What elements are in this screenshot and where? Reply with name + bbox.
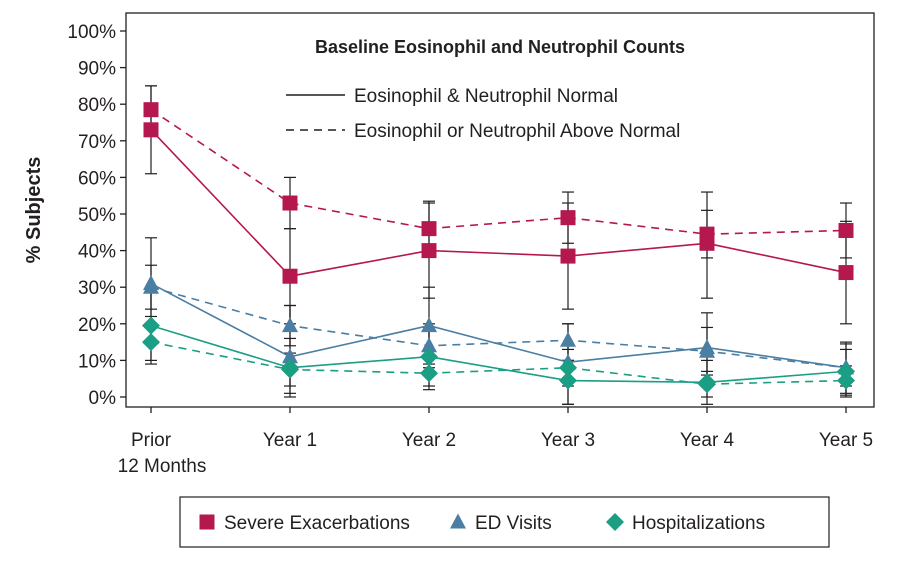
y-tick-label: 90%: [78, 59, 116, 80]
data-point: [837, 362, 855, 381]
y-tick-label: 10%: [78, 351, 116, 372]
x-tick-label: Year 4: [680, 430, 735, 451]
data-point: [838, 265, 854, 281]
y-tick-label: 0%: [89, 388, 117, 409]
data-point: [281, 360, 299, 379]
data-point: [282, 317, 298, 333]
series-line: [150, 286, 847, 369]
y-tick-label: 30%: [78, 278, 116, 299]
y-tick-label: 80%: [78, 95, 116, 116]
data-point: [421, 243, 437, 259]
data-point: [420, 347, 438, 366]
data-point: [143, 122, 159, 138]
data-point: [143, 102, 159, 118]
legend-label: Severe Exacerbations: [224, 513, 410, 534]
data-point: [559, 371, 577, 390]
data-point: [699, 226, 715, 242]
legend-marker: [450, 513, 466, 529]
marker-legend-frame: [179, 496, 830, 548]
y-tick-label: 20%: [78, 315, 116, 336]
y-tick-label: 50%: [78, 205, 116, 226]
x-tick-label: Year 5: [819, 430, 873, 451]
data-point: [559, 358, 577, 377]
line-style-legend: Eosinophil & Neutrophil Normal Eosinophil…: [286, 86, 680, 142]
data-point: [282, 348, 298, 364]
data-point: [698, 375, 716, 394]
series-line: [150, 341, 847, 385]
legend-label: ED Visits: [475, 513, 552, 534]
y-tick-label: 70%: [78, 132, 116, 153]
data-point: [699, 342, 715, 358]
x-axis: Prior 12 Months Year 1 Year 2 Year 3 Year 4 Ye…: [118, 407, 873, 477]
series-line: [150, 324, 847, 384]
x-tick-label: Prior 12 Months: [118, 430, 207, 477]
x-tick-label: Year 1: [263, 430, 317, 451]
data-point: [837, 371, 855, 390]
data-point: [560, 210, 576, 226]
data-point: [142, 333, 160, 352]
data-point: [560, 331, 576, 347]
data-point: [421, 317, 437, 333]
data-point: [421, 337, 437, 353]
data-point: [838, 222, 854, 238]
data-point: [282, 268, 298, 284]
y-axis: 0% 10% 20% 30% 40% 50% 60% 70% 80% 90% 100%: [67, 22, 126, 409]
data-point: [560, 248, 576, 264]
y-axis-label: % Subjects: [23, 157, 45, 264]
chart-title: Baseline Eosinophil and Neutrophil Count…: [315, 37, 685, 57]
series-line: [150, 282, 847, 369]
series-line: [150, 109, 847, 235]
data-point: [143, 278, 159, 294]
data-point: [420, 364, 438, 383]
y-tick-label: 100%: [67, 22, 116, 43]
plot-frame: [125, 12, 875, 408]
x-tick-label: Year 3: [541, 430, 595, 451]
x-tick-label: Year 2: [402, 430, 456, 451]
legend-label: Hospitalizations: [632, 513, 765, 534]
data-point: [142, 316, 160, 335]
series-layer: [142, 85, 855, 405]
series-lines: [150, 109, 847, 385]
y-tick-label: 40%: [78, 242, 116, 263]
legend-marker: [606, 513, 624, 531]
legend-marker: [199, 514, 215, 530]
y-tick-label: 60%: [78, 168, 116, 189]
series-line: [150, 129, 847, 278]
data-point: [421, 221, 437, 237]
data-point: [282, 195, 298, 211]
line-style-label: Eosinophil & Neutrophil Normal: [354, 86, 618, 107]
marker-legend: Severe Exacerbations ED Visits Hospitaliza…: [199, 513, 765, 534]
series-markers: [142, 102, 855, 394]
line-style-label: Eosinophil or Neutrophil Above Normal: [354, 121, 680, 142]
